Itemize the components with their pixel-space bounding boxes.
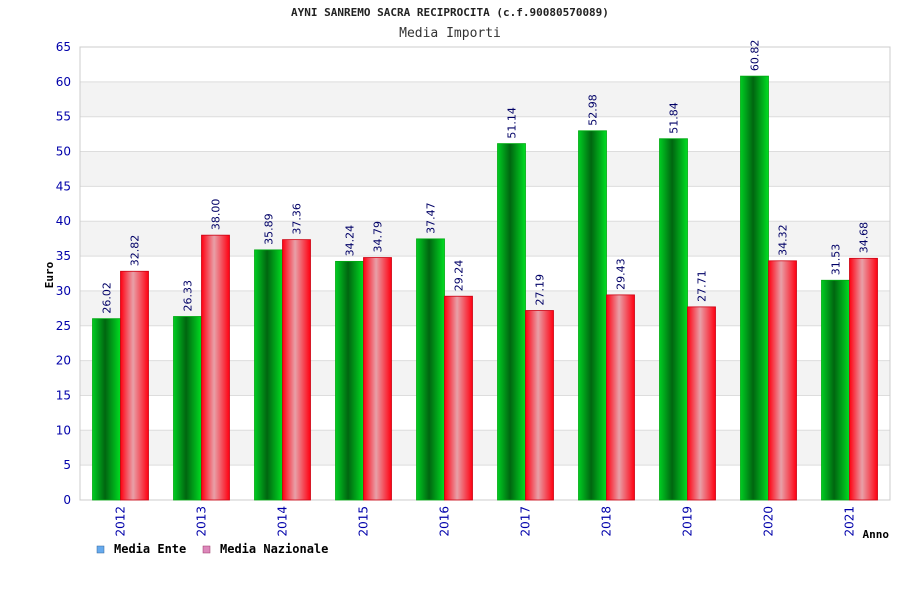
- y-tick-label: 5: [63, 458, 71, 472]
- y-tick-label: 45: [56, 179, 71, 193]
- bar-media-nazionale: [768, 260, 797, 501]
- bar-media-ente: [254, 249, 283, 501]
- bar-media-nazionale: [282, 239, 311, 501]
- x-tick-label: 2015: [357, 506, 371, 537]
- bar-media-ente: [173, 316, 202, 501]
- x-tick-label: 2019: [681, 506, 695, 537]
- data-label: 37.47: [425, 202, 438, 234]
- bar-media-ente: [578, 130, 607, 501]
- legend: Media Ente Media Nazionale: [96, 542, 328, 556]
- y-tick-label: 0: [63, 493, 71, 507]
- data-label: 32.82: [129, 235, 142, 267]
- legend-label-media-ente: Media Ente: [114, 542, 186, 556]
- bar-media-ente: [335, 260, 364, 501]
- data-label: 60.82: [749, 40, 762, 72]
- x-tick-label: 2014: [276, 506, 290, 537]
- chart-subtitle: Media Importi: [399, 26, 501, 41]
- y-tick-label: 15: [56, 388, 71, 402]
- x-axis-ticks: 2012 2013 2014 2015 2016 2017 2018 2019 2020 2021: [114, 506, 857, 537]
- chart-title: AYNI SANREMO SACRA RECIPROCITA (c.f.9008…: [291, 6, 609, 19]
- y-tick-label: 55: [56, 110, 71, 124]
- bar-media-nazionale: [687, 306, 716, 501]
- y-tick-label: 25: [56, 319, 71, 333]
- bar-media-ente: [497, 143, 526, 501]
- bar-media-nazionale: [606, 294, 635, 501]
- bar-media-nazionale: [363, 257, 392, 501]
- x-tick-label: 2017: [519, 506, 533, 537]
- data-labels: 26.02 32.82 26.33 38.00 35.89 37.36 34.24 34.79…: [101, 40, 871, 314]
- data-label: 52.98: [587, 94, 600, 126]
- data-label: 51.84: [668, 102, 681, 134]
- legend-swatch-media-ente: [96, 545, 105, 554]
- bar-media-nazionale: [120, 270, 149, 501]
- y-tick-label: 40: [56, 214, 71, 228]
- bar-media-nazionale: [525, 310, 554, 501]
- y-tick-label: 30: [56, 284, 71, 298]
- data-label: 38.00: [210, 199, 223, 231]
- data-label: 31.53: [830, 244, 843, 276]
- y-tick-label: 65: [56, 40, 71, 54]
- x-tick-label: 2020: [762, 506, 776, 537]
- bar-media-ente: [416, 238, 445, 501]
- bars: [92, 75, 878, 501]
- legend-swatch-media-nazionale: [202, 545, 211, 554]
- y-axis-ticks: 0 5 10 15 20 25 30 35 40 45 50 55 60 65: [56, 40, 71, 507]
- data-label: 51.14: [506, 107, 519, 139]
- bar-media-ente: [821, 279, 850, 501]
- plot-frame: [79, 46, 891, 501]
- legend-label-media-nazionale: Media Nazionale: [220, 542, 328, 556]
- bar-media-nazionale: [444, 295, 473, 501]
- x-tick-label: 2016: [438, 506, 452, 537]
- data-label: 34.32: [777, 224, 790, 256]
- bar-media-nazionale: [201, 234, 230, 501]
- data-label: 29.24: [453, 260, 466, 292]
- bar-media-ente: [92, 318, 121, 501]
- x-tick-label: 2013: [195, 506, 209, 537]
- data-label: 27.19: [534, 274, 547, 306]
- x-tick-label: 2021: [843, 506, 857, 537]
- data-label: 34.68: [858, 222, 871, 254]
- y-tick-label: 50: [56, 145, 71, 159]
- data-label: 35.89: [263, 213, 276, 245]
- y-tick-label: 35: [56, 249, 71, 263]
- data-label: 27.71: [696, 270, 709, 302]
- x-tick-label: 2018: [600, 506, 614, 537]
- x-tick-label: 2012: [114, 506, 128, 537]
- bar-media-nazionale: [849, 257, 878, 501]
- data-label: 29.43: [615, 258, 628, 290]
- bar-media-ente: [740, 75, 769, 501]
- bar-media-ente: [659, 138, 688, 501]
- data-label: 34.24: [344, 225, 357, 257]
- y-tick-label: 10: [56, 423, 71, 437]
- x-axis-title: Anno: [863, 528, 890, 541]
- data-label: 37.36: [291, 203, 304, 235]
- y-axis-title: Euro: [43, 261, 56, 288]
- data-label: 34.79: [372, 221, 385, 253]
- data-label: 26.02: [101, 282, 114, 314]
- data-label: 26.33: [182, 280, 195, 312]
- y-tick-label: 60: [56, 75, 71, 89]
- y-tick-label: 20: [56, 354, 71, 368]
